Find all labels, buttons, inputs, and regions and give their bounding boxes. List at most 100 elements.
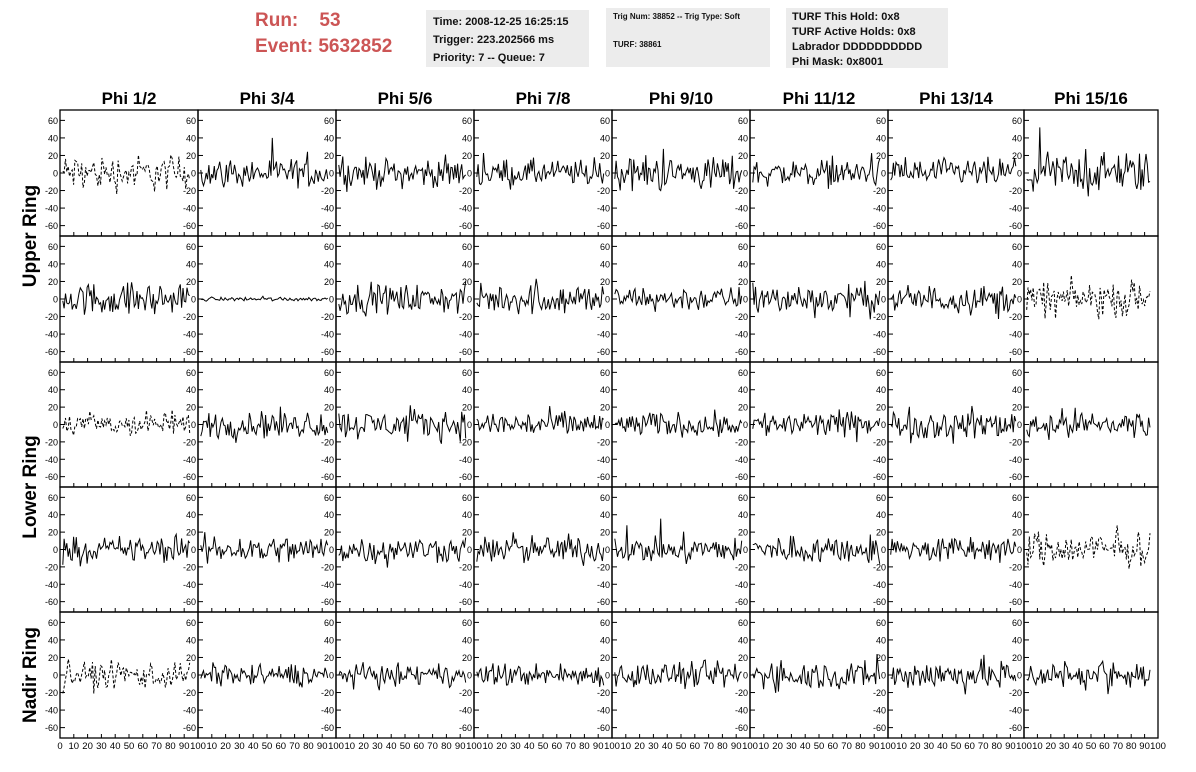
y-tick-label: 40 <box>324 133 334 143</box>
y-tick-label: -60 <box>183 597 196 607</box>
y-tick-label: 60 <box>462 618 472 628</box>
x-tick-label: 10 <box>207 741 218 752</box>
y-tick-label: -60 <box>45 347 58 357</box>
waveform-trace <box>890 537 1017 563</box>
y-tick-label: -60 <box>321 597 334 607</box>
x-tick-label: 20 <box>910 741 921 752</box>
x-tick-label: 70 <box>289 741 300 752</box>
x-tick-label: 70 <box>978 741 989 752</box>
y-tick-label: -40 <box>321 580 334 590</box>
y-tick-label: 0 <box>191 545 196 555</box>
y-tick-label: 0 <box>53 169 58 179</box>
y-tick-label: 60 <box>738 368 748 378</box>
y-tick-label: -40 <box>459 330 472 340</box>
x-tick-label: 10 <box>759 741 770 752</box>
y-tick-label: 20 <box>324 653 334 663</box>
waveform-trace <box>752 280 881 320</box>
y-tick-label: 60 <box>324 618 334 628</box>
y-tick-label: 60 <box>186 618 196 628</box>
x-tick-label: 80 <box>855 741 866 752</box>
y-tick-label: -40 <box>321 706 334 716</box>
y-tick-label: 20 <box>186 277 196 287</box>
y-tick-label: 0 <box>191 671 196 681</box>
y-tick-label: 60 <box>600 618 610 628</box>
y-tick-label: 60 <box>324 493 334 503</box>
y-tick-label: 20 <box>324 277 334 287</box>
trigger-info-box: Trig Num: 38852 -- Trig Type: Soft TURF:… <box>606 8 770 67</box>
y-tick-label: 60 <box>738 116 748 126</box>
y-tick-label: 60 <box>48 242 58 252</box>
x-tick-label: 10 <box>896 741 907 752</box>
y-tick-label: -40 <box>735 580 748 590</box>
y-tick-label: 20 <box>600 277 610 287</box>
y-tick-label: 0 <box>467 671 472 681</box>
y-tick-label: -40 <box>873 706 886 716</box>
waveform-trace <box>614 659 742 690</box>
waveform-trace <box>476 152 605 190</box>
y-tick-label: -20 <box>1009 688 1022 698</box>
x-tick-label: 10 <box>621 741 632 752</box>
column-title: Phi 7/8 <box>516 89 571 108</box>
y-tick-label: -60 <box>183 347 196 357</box>
ring-label: Nadir Ring <box>20 627 41 723</box>
x-tick-label: 50 <box>124 741 135 752</box>
y-tick-label: -20 <box>459 437 472 447</box>
x-tick-label: 50 <box>538 741 549 752</box>
y-tick-label: 60 <box>462 242 472 252</box>
y-tick-label: 0 <box>605 295 610 305</box>
x-tick-label: 100 <box>742 741 758 752</box>
y-tick-label: 0 <box>53 671 58 681</box>
x-tick-label: 70 <box>427 741 438 752</box>
trigger-text: Trigger: 223.202566 ms <box>433 34 555 46</box>
y-tick-label: -40 <box>1009 455 1022 465</box>
labrador-text: Labrador DDDDDDDDDD <box>792 41 923 53</box>
y-tick-label: 60 <box>324 242 334 252</box>
waveform-trace <box>476 663 605 687</box>
panel-frame <box>473 109 613 237</box>
y-tick-label: 0 <box>1017 671 1022 681</box>
waveform-trace <box>890 654 1017 695</box>
waveform-trace <box>200 137 329 189</box>
run-number: Run: 53 <box>255 10 341 31</box>
x-tick-label: 100 <box>1016 741 1032 752</box>
y-tick-label: 40 <box>738 385 748 395</box>
y-tick-label: -20 <box>597 688 610 698</box>
y-tick-label: 40 <box>462 510 472 520</box>
y-tick-label: 20 <box>876 277 886 287</box>
x-tick-label: 60 <box>138 741 149 752</box>
y-tick-label: 60 <box>324 116 334 126</box>
y-tick-label: 40 <box>324 510 334 520</box>
panel-frame <box>197 486 337 613</box>
y-tick-label: -60 <box>459 347 472 357</box>
y-tick-label: -40 <box>735 204 748 214</box>
y-tick-label: -40 <box>45 455 58 465</box>
y-tick-label: 60 <box>48 493 58 503</box>
y-tick-label: 60 <box>876 242 886 252</box>
x-tick-label: 60 <box>828 741 839 752</box>
y-tick-label: 20 <box>324 528 334 538</box>
y-tick-label: 0 <box>191 295 196 305</box>
y-tick-label: -60 <box>873 221 886 231</box>
y-tick-label: 0 <box>605 420 610 430</box>
y-tick-label: -60 <box>459 472 472 482</box>
panel-frame <box>887 361 1025 488</box>
x-tick-label: 100 <box>190 741 206 752</box>
x-tick-label: 90 <box>317 741 328 752</box>
y-tick-label: 40 <box>48 385 58 395</box>
y-tick-label: -20 <box>1009 312 1022 322</box>
y-tick-label: 40 <box>1012 385 1022 395</box>
y-tick-label: 0 <box>329 420 334 430</box>
waveform-trace <box>338 662 467 691</box>
y-tick-label: -60 <box>459 221 472 231</box>
y-tick-label: 60 <box>462 493 472 503</box>
y-tick-label: -20 <box>45 186 58 196</box>
run-event-label: Run: 53 Event: 5632852 <box>255 8 392 60</box>
y-tick-label: 20 <box>876 403 886 413</box>
waveform-trace <box>62 154 191 194</box>
y-tick-label: -20 <box>735 562 748 572</box>
y-tick-label: 40 <box>876 133 886 143</box>
y-tick-label: -40 <box>873 204 886 214</box>
panel-frame <box>887 611 1025 739</box>
x-tick-label: 80 <box>717 741 728 752</box>
y-tick-label: -60 <box>873 723 886 733</box>
